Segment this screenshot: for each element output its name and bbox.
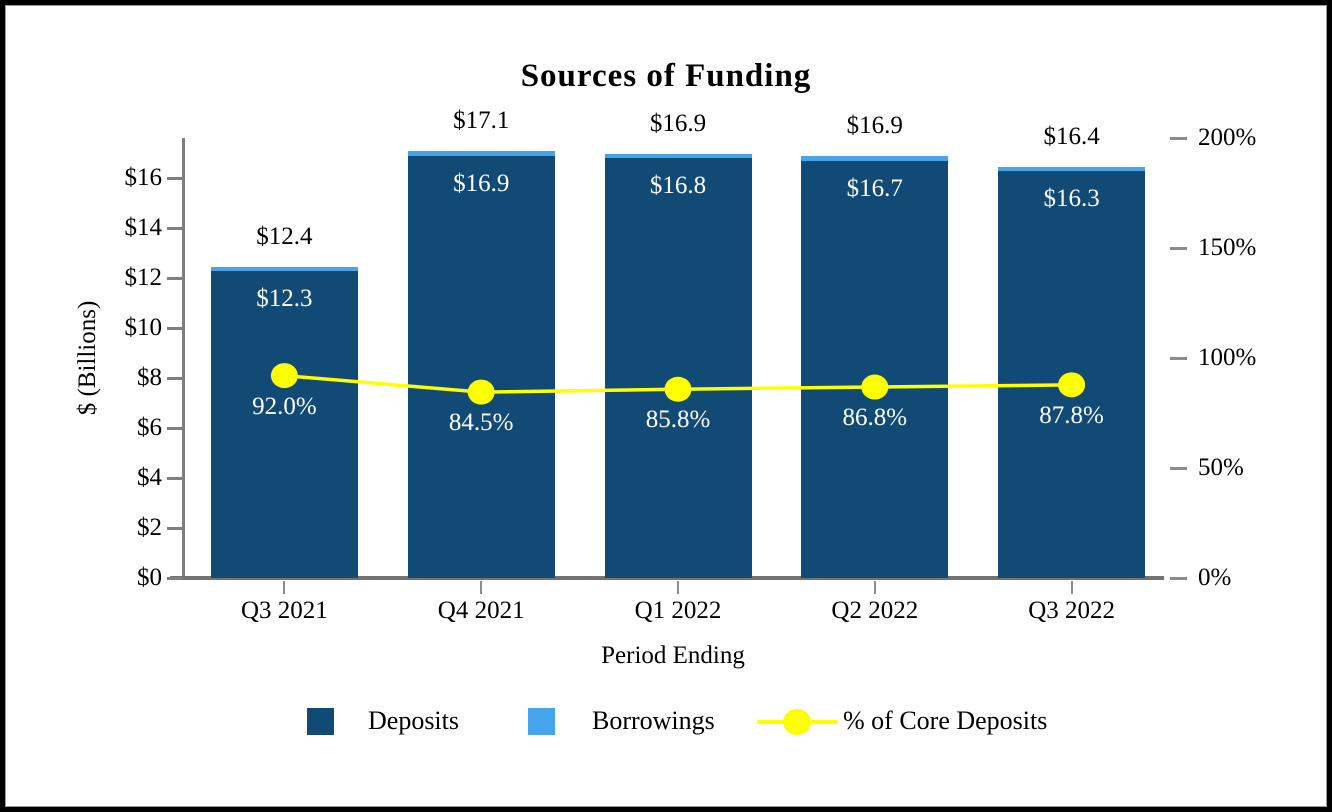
x-axis-tickmark [283,581,286,594]
left-axis-tickmark [167,376,183,380]
chart-title: Sources of Funding [520,58,812,94]
left-axis-tick-label: $10 [124,314,163,341]
deposits-value-label: $16.9 [453,169,510,197]
bar-total-label: $16.9 [846,111,903,139]
left-axis-tickmark [167,276,183,280]
deposits-value-label: $12.3 [256,284,313,312]
deposits-value-label: $16.8 [649,172,707,199]
right-axis-tickmark [1170,466,1187,470]
left-axis-tick-label: $16 [124,164,163,191]
right-axis-tickmark [1170,576,1187,580]
core-deposits-percent-label: 84.5% [448,409,514,437]
x-axis-tickmark [480,581,483,594]
bar-borrowings-segment [210,266,358,271]
bar-borrowings-segment [998,166,1146,171]
bar-total-label: $12.4 [256,222,313,250]
left-axis-tickmark [167,576,183,580]
x-axis-tick-label: Q2 2022 [831,597,919,624]
left-axis-tick-label: $4 [137,464,162,491]
bar-total-label: $16.9 [649,110,707,137]
right-axis-tickmark [1170,246,1187,250]
left-axis-line [182,138,185,580]
left-axis-tick-label: $6 [137,414,162,441]
bar-deposits-segment [604,158,752,578]
deposits-swatch-icon [307,708,334,735]
left-axis-tickmark [167,326,183,330]
right-axis-tick-label: 100% [1198,344,1257,371]
legend-label-core-deposits: % of Core Deposits [843,706,1048,735]
bar-total-label: $17.1 [453,106,510,134]
x-axis-tick-label: Q3 2022 [1028,597,1115,624]
left-axis-tickmark [167,426,183,430]
bar-borrowings-segment [801,155,949,161]
right-axis-tickmark [1170,136,1187,140]
bar-borrowings-segment [407,150,555,156]
bar-deposits-segment [210,270,358,578]
left-axis-tick-label: $14 [124,214,163,241]
x-axis-tick-label: Q4 2021 [437,597,525,624]
left-axis-tick-label: $0 [137,564,162,591]
left-axis-tickmark [167,476,183,480]
right-axis-tick-label: 150% [1198,234,1257,261]
right-axis-tick-label: 50% [1198,454,1244,481]
legend-label-borrowings: Borrowings [592,706,715,735]
right-axis-tickmark [1170,356,1187,360]
core-deposits-percent-label: 86.8% [842,404,908,432]
core-deposits-percent-label: 87.8% [1039,401,1104,429]
bar-deposits-segment [998,170,1146,578]
deposits-value-label: $16.7 [846,174,903,202]
left-axis-tick-label: $2 [137,514,162,541]
left-axis-tickmark [167,526,183,530]
left-axis-tickmark [167,226,183,230]
x-axis-tick-label: Q3 2021 [240,597,328,624]
deposits-value-label: $16.3 [1043,184,1100,212]
right-axis-tick-label: 0% [1198,564,1232,591]
left-axis-tickmark [167,176,183,180]
core-deposits-percent-label: 85.8% [645,406,711,434]
x-axis-tickmark [873,581,876,594]
borrowings-swatch-icon [528,708,555,735]
x-axis-tick-label: Q1 2022 [634,597,722,624]
bar-deposits-segment [407,155,555,578]
right-axis-tick-label: 200% [1198,124,1257,151]
bar-deposits-segment [801,160,949,578]
legend-label-deposits: Deposits [368,706,459,735]
x-axis-title: Period Ending [601,642,745,669]
core-deposits-percent-label: 92.0% [252,392,317,420]
bottom-axis-line [170,576,1164,580]
bar-borrowings-segment [604,154,752,158]
x-axis-tickmark [677,581,679,594]
bar-total-label: $16.4 [1043,122,1100,150]
left-axis-tick-label: $12 [124,264,163,291]
left-axis-tick-label: $8 [137,364,162,391]
x-axis-tickmark [1070,581,1073,594]
legend: Deposits Borrowings % of Core Deposits [0,700,1332,750]
line-marker-icon [783,709,811,735]
